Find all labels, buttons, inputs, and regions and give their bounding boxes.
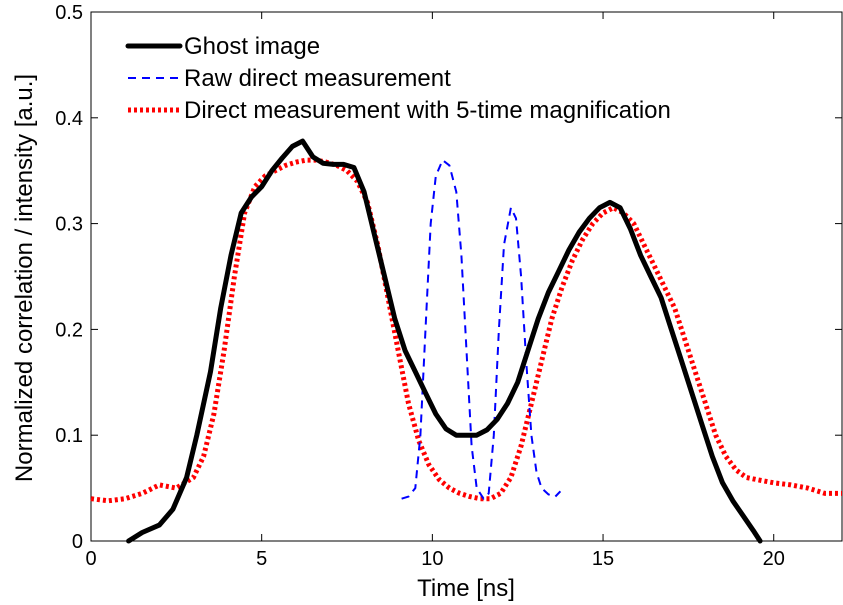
x-tick-label: 10 <box>421 548 443 570</box>
legend-label: Direct measurement with 5-time magnifica… <box>184 97 671 124</box>
y-tick-label: 0.5 <box>55 2 83 24</box>
y-tick-label: 0.2 <box>55 319 83 341</box>
legend-label: Raw direct measurement <box>184 65 451 92</box>
legend-label: Ghost image <box>184 33 320 60</box>
x-tick-label: 20 <box>763 548 785 570</box>
y-axis-title: Normalized correlation / intensity [a.u.… <box>11 74 38 482</box>
y-tick-label: 0.3 <box>55 214 83 236</box>
y-tick-label: 0.4 <box>55 108 83 130</box>
x-tick-label: 5 <box>256 548 267 570</box>
y-tick-label: 0 <box>72 531 83 553</box>
x-tick-label: 0 <box>85 548 96 570</box>
x-axis-title: Time [ns] <box>417 575 515 602</box>
x-tick-label: 15 <box>592 548 614 570</box>
y-tick-label: 0.1 <box>55 425 83 447</box>
